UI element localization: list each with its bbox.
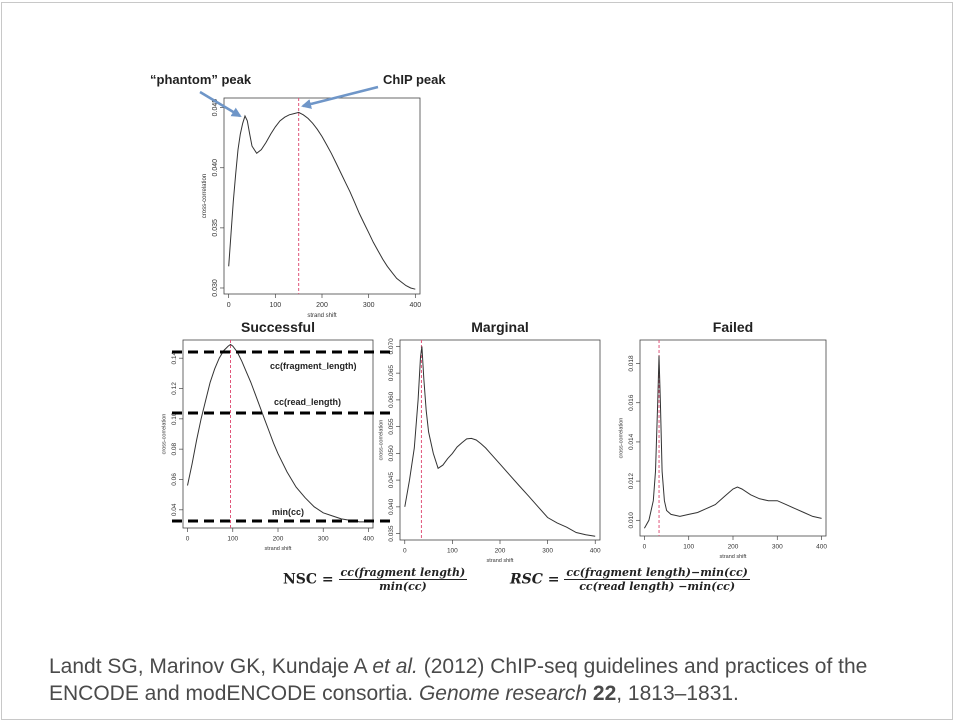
rsc-name: RSC — [510, 571, 543, 588]
y-tick-label: 0.065 — [388, 365, 395, 382]
chart-title: Marginal — [471, 319, 529, 335]
x-tick-label: 0 — [186, 536, 190, 543]
nsc-formula: NSC = cc(fragment length) min(cc) — [283, 566, 468, 593]
cc-fragment-label: cc(fragment_length) — [270, 361, 357, 371]
y-axis-label: cross-correlation — [202, 174, 208, 218]
citation-title: (2012) ChIP-seq guidelines and practices… — [49, 655, 868, 705]
y-tick-label: 0.010 — [628, 512, 635, 529]
plot-frame — [223, 97, 421, 295]
citation-volume: 22 — [592, 682, 617, 705]
citation: Landt SG, Marinov GK, Kundaje A et al. (… — [49, 653, 929, 707]
y-tick-label: 0.035 — [388, 525, 395, 542]
y-axis-label: cross-correlation — [619, 418, 625, 459]
cross-correlation-line — [643, 355, 822, 529]
x-axis-label: strand shift — [265, 546, 292, 552]
x-tick-label: 200 — [495, 548, 506, 555]
x-tick-label: 100 — [269, 302, 281, 309]
y-tick-label: 0.018 — [628, 355, 635, 372]
chip-peak-label: ChIP peak — [383, 72, 446, 87]
citation-pages: , 1813–1831. — [616, 682, 739, 705]
plot-frame — [639, 339, 827, 537]
citation-authors: Landt SG, Marinov GK, Kundaje A — [49, 655, 373, 678]
rsc-denominator: cc(read length) −min(cc) — [579, 580, 736, 593]
plot-frame — [399, 339, 601, 541]
x-tick-label: 0 — [227, 302, 231, 309]
x-tick-label: 0 — [403, 548, 407, 555]
x-tick-label: 200 — [728, 544, 739, 551]
cross-correlation-line — [187, 343, 369, 523]
y-tick-label: 0.055 — [388, 418, 395, 435]
x-tick-label: 0 — [643, 544, 647, 551]
phantom-arrow — [199, 90, 242, 118]
y-tick-label: 0.08 — [171, 442, 178, 455]
cc-read-label: cc(read_length) — [274, 397, 341, 407]
y-tick-label: 0.050 — [388, 445, 395, 462]
x-tick-label: 400 — [363, 536, 374, 543]
phantom-peak-label: “phantom” peak — [150, 72, 252, 87]
x-tick-label: 300 — [542, 548, 553, 555]
x-tick-label: 100 — [683, 544, 694, 551]
rsc-equals: = — [542, 571, 565, 588]
rsc-numerator: cc(fragment length)−min(cc) — [564, 566, 750, 580]
nsc-equals: = — [317, 571, 339, 588]
y-tick-label: 0.12 — [171, 382, 178, 395]
x-tick-label: 100 — [227, 536, 238, 543]
cross-correlation-line — [404, 346, 596, 537]
x-tick-label: 200 — [273, 536, 284, 543]
y-tick-label: 0.040 — [212, 159, 219, 177]
y-tick-label: 0.045 — [388, 472, 395, 489]
x-tick-label: 400 — [409, 302, 421, 309]
nsc-denominator: min(cc) — [379, 580, 427, 593]
y-tick-label: 0.045 — [212, 99, 219, 117]
x-axis-label: strand shift — [720, 554, 747, 560]
x-tick-label: 300 — [318, 536, 329, 543]
y-tick-label: 0.070 — [388, 338, 395, 355]
x-tick-label: 100 — [447, 548, 458, 555]
rsc-fraction: cc(fragment length)−min(cc) cc(read lengt… — [564, 566, 750, 593]
x-tick-label: 400 — [590, 548, 601, 555]
chart-title: Failed — [713, 319, 753, 335]
y-tick-label: 0.040 — [388, 498, 395, 515]
y-tick-label: 0.014 — [628, 433, 635, 450]
plot-frame — [182, 339, 374, 529]
citation-etal: et al. — [372, 655, 418, 678]
x-tick-label: 300 — [363, 302, 375, 309]
y-tick-label: 0.016 — [628, 394, 635, 411]
y-tick-label: 0.030 — [212, 279, 219, 297]
x-tick-label: 300 — [772, 544, 783, 551]
nsc-numerator: cc(fragment length) — [338, 566, 468, 580]
y-axis-label: cross-correlation — [379, 420, 385, 461]
citation-journal: Genome research — [418, 682, 588, 705]
rsc-formula: RSC = cc(fragment length)−min(cc) cc(read… — [510, 566, 750, 593]
y-tick-label: 0.060 — [388, 391, 395, 408]
cross-correlation-line — [228, 111, 416, 290]
x-tick-label: 200 — [316, 302, 328, 309]
y-tick-label: 0.06 — [171, 473, 178, 486]
y-tick-label: 0.10 — [171, 412, 178, 425]
y-tick-label: 0.04 — [171, 503, 178, 516]
x-axis-label: strand shift — [487, 558, 514, 564]
nsc-fraction: cc(fragment length) min(cc) — [338, 566, 468, 593]
y-tick-label: 0.14 — [171, 351, 178, 364]
y-tick-label: 0.035 — [212, 219, 219, 237]
nsc-name: NSC — [283, 571, 318, 588]
x-axis-label: strand shift — [307, 313, 337, 319]
chart-title: Successful — [241, 319, 315, 335]
min-cc-label: min(cc) — [272, 507, 304, 517]
x-tick-label: 400 — [816, 544, 827, 551]
y-axis-label: cross-correlation — [162, 414, 168, 455]
y-tick-label: 0.012 — [628, 473, 635, 490]
chip-arrow — [301, 85, 379, 109]
